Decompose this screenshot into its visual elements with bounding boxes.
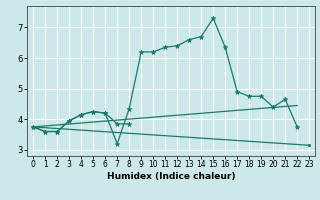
X-axis label: Humidex (Indice chaleur): Humidex (Indice chaleur) (107, 172, 236, 181)
